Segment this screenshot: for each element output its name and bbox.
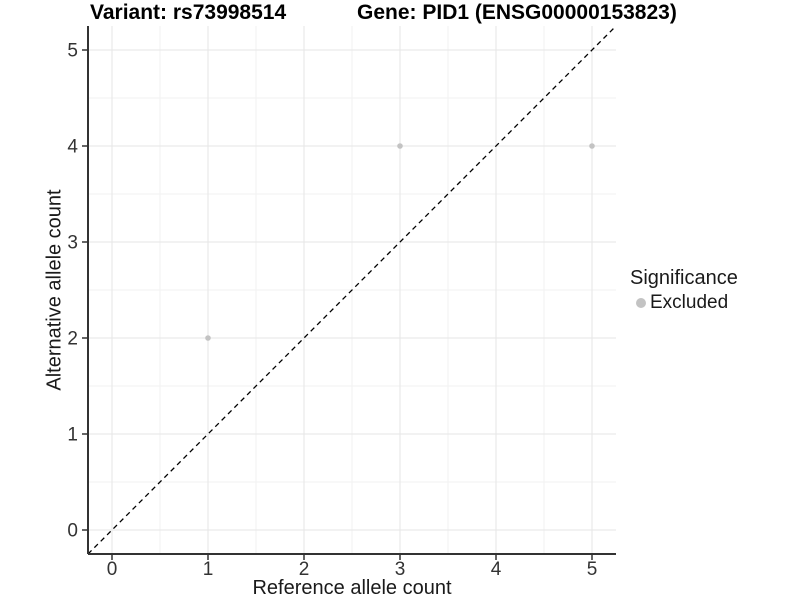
- x-tick-label: 4: [491, 559, 502, 580]
- legend-item-label: Excluded: [650, 292, 729, 313]
- y-tick-label: 4: [67, 137, 78, 158]
- y-tick-label: 1: [67, 425, 78, 446]
- x-tick-label: 0: [107, 559, 118, 580]
- identity-line: [87, 25, 617, 555]
- y-axis-label: Alternative allele count: [43, 189, 66, 391]
- data-point: [205, 335, 211, 341]
- plot-title-variant: Variant: rs73998514: [90, 1, 287, 24]
- y-tick-label: 0: [67, 521, 78, 542]
- x-tick-label: 2: [299, 559, 310, 580]
- excluded-marker-icon: [636, 298, 646, 308]
- plot-title-gene: Gene: PID1 (ENSG00000153823): [357, 1, 677, 24]
- y-tick-label: 3: [67, 233, 78, 254]
- x-tick-label: 1: [203, 559, 214, 580]
- x-tick-label: 5: [587, 559, 598, 580]
- x-axis-label: Reference allele count: [252, 577, 452, 599]
- y-tick-label: 2: [67, 329, 78, 350]
- y-tick-label: 5: [67, 41, 78, 62]
- data-point: [589, 143, 595, 149]
- legend: Significance Excluded: [630, 267, 738, 314]
- x-tick-label: 3: [395, 559, 406, 580]
- data-point: [397, 143, 403, 149]
- legend-title: Significance: [630, 267, 738, 289]
- legend-item-excluded: Excluded: [630, 292, 738, 314]
